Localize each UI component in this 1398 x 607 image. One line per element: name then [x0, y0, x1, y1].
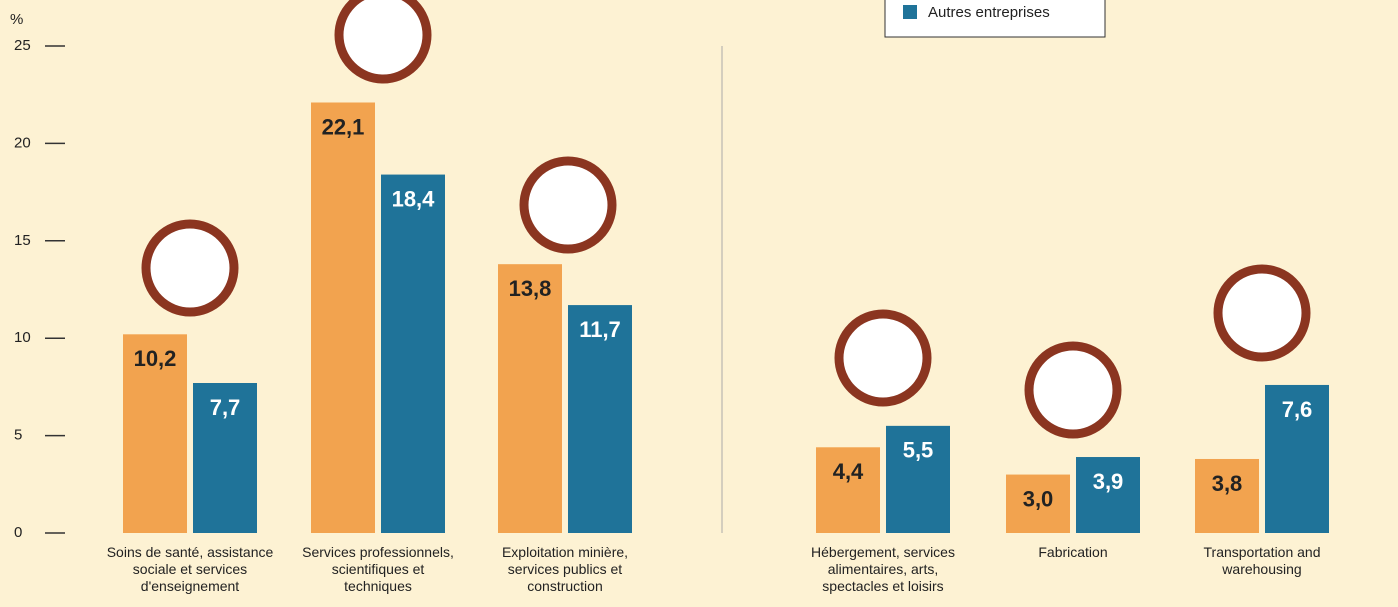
- bar: [1195, 458, 1259, 533]
- x-tick-label: Soins de santé, assistance sociale et se…: [106, 544, 274, 594]
- legend-box: [884, 0, 1106, 38]
- legend-label: Autres entreprises: [928, 4, 1050, 21]
- bar: [123, 334, 187, 533]
- y-axis-label: %: [10, 11, 23, 28]
- value-label: 3,0: [1023, 486, 1054, 511]
- value-label: 11,7: [579, 317, 621, 342]
- y-tick-label: 5: [14, 427, 22, 444]
- y-tick-label: 25: [14, 37, 31, 54]
- value-label: 7,6: [1282, 397, 1313, 422]
- value-label: 3,8: [1212, 471, 1243, 496]
- bar: [568, 305, 632, 533]
- value-label: 5,5: [903, 438, 934, 463]
- bar: [1006, 474, 1070, 533]
- bar: [311, 102, 375, 533]
- y-tick-label: 15: [14, 232, 31, 249]
- bar: [381, 174, 445, 533]
- bar: [1076, 457, 1140, 533]
- legend-swatch: [903, 5, 917, 19]
- value-label: 13,8: [509, 276, 552, 301]
- x-tick-label: Services professionnels, scientifiques e…: [302, 544, 454, 594]
- value-label: 3,9: [1093, 469, 1124, 494]
- x-tick-label: Exploitation minière, services publics e…: [501, 544, 629, 594]
- value-label: 7,7: [210, 395, 241, 420]
- value-label: 22,1: [322, 114, 365, 139]
- bar: [816, 447, 880, 533]
- icons: [141, 0, 1311, 439]
- value-label: 10,2: [134, 346, 177, 371]
- bar: [193, 383, 257, 533]
- y-tick-label: 10: [14, 329, 31, 346]
- bar: [498, 264, 562, 533]
- value-label: 18,4: [392, 186, 436, 211]
- x-tick-label: Transportation and warehousing: [1203, 544, 1321, 577]
- bar: [886, 425, 950, 533]
- value-label: 4,4: [833, 459, 864, 484]
- y-tick-label: 20: [14, 134, 31, 151]
- y-tick-label: 0: [14, 524, 22, 541]
- x-tick-label: Fabrication: [1038, 544, 1108, 560]
- x-tick-label: Hébergement, services alimentaires, arts…: [811, 544, 955, 594]
- bar: [1265, 384, 1329, 533]
